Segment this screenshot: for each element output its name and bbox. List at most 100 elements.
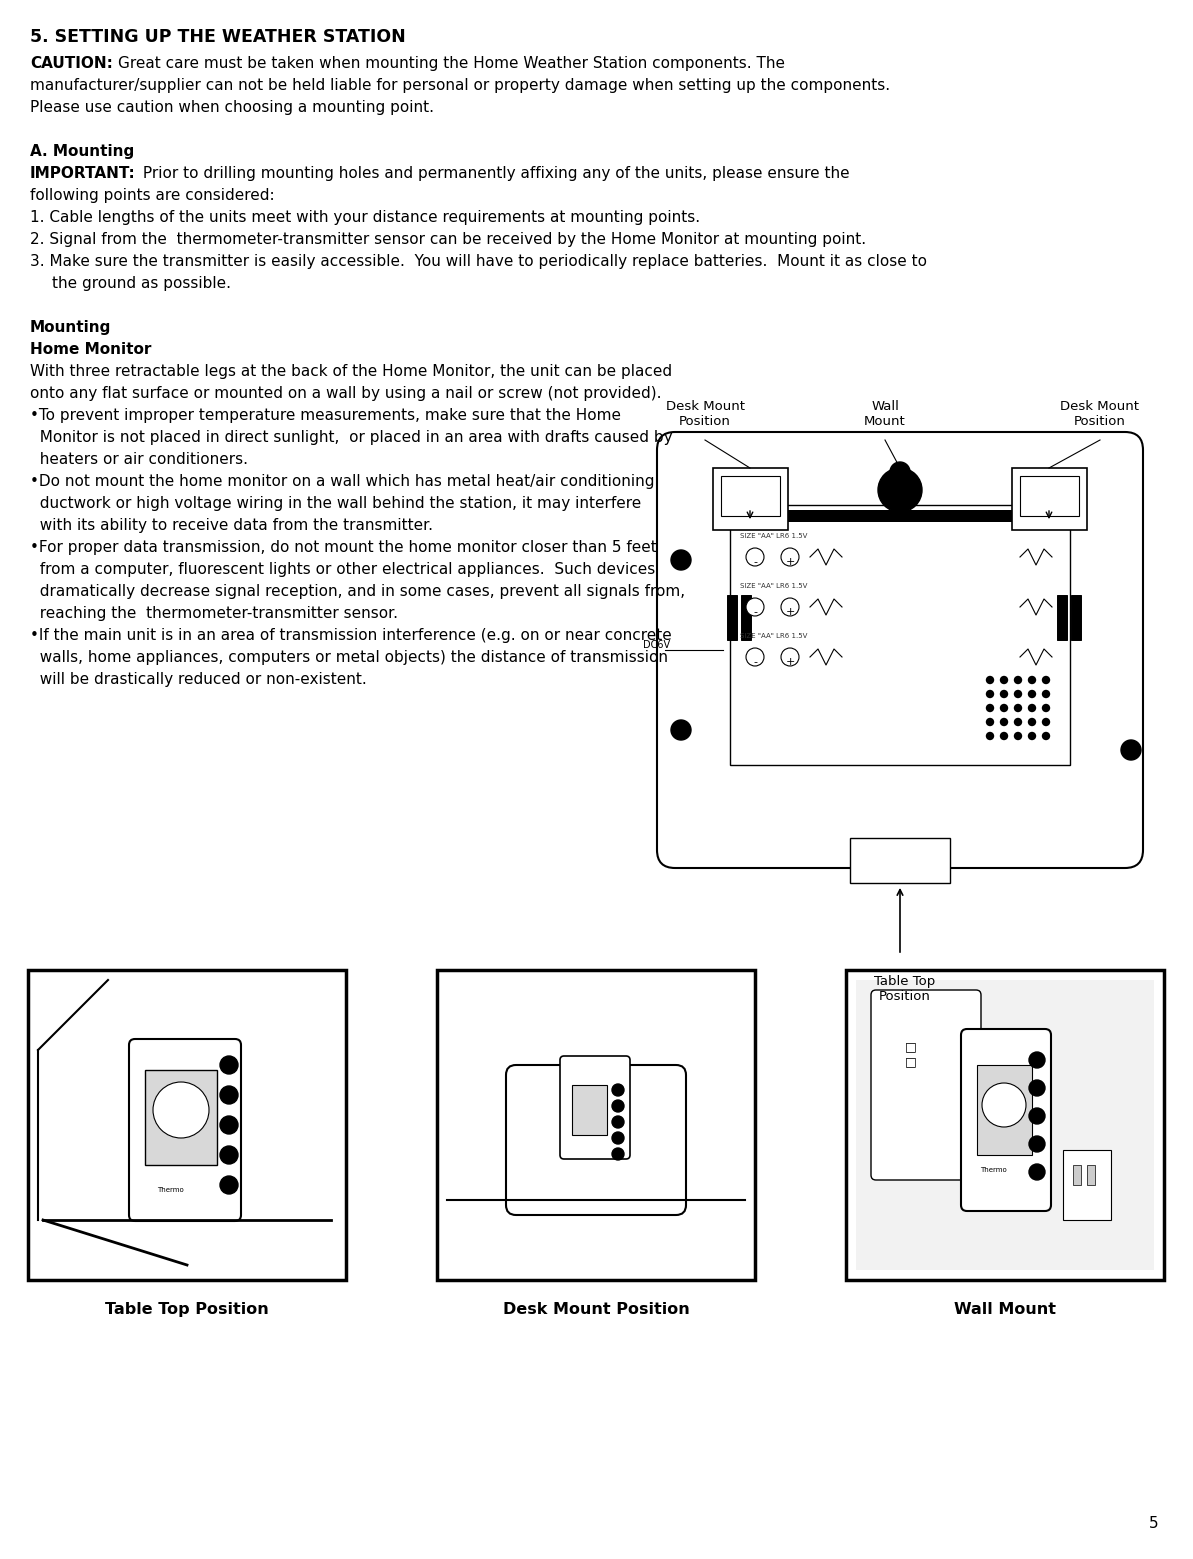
Circle shape [220, 1055, 237, 1074]
Bar [857, 981, 1154, 1271]
Circle shape [987, 691, 994, 697]
Text: With three retractable legs at the back of the Home Monitor, the unit can be pla: With three retractable legs at the back … [30, 363, 672, 379]
Bar [1073, 1165, 1081, 1185]
Text: will be drastically reduced or non-existent.: will be drastically reduced or non-exist… [30, 672, 366, 688]
Circle shape [1001, 705, 1008, 711]
Text: Desk Mount
Position: Desk Mount Position [1061, 401, 1139, 429]
Bar [1071, 596, 1081, 641]
Text: dramatically decrease signal reception, and in some cases, prevent all signals f: dramatically decrease signal reception, … [30, 585, 685, 599]
Circle shape [1043, 719, 1050, 725]
Text: +: + [785, 656, 795, 667]
FancyBboxPatch shape [657, 432, 1143, 868]
Circle shape [220, 1116, 237, 1133]
Circle shape [612, 1084, 624, 1096]
Text: CAUTION:: CAUTION: [30, 56, 113, 72]
Text: A. Mounting: A. Mounting [30, 143, 135, 159]
Circle shape [1043, 705, 1050, 711]
Circle shape [1001, 691, 1008, 697]
Circle shape [781, 649, 799, 666]
Text: ductwork or high voltage wiring in the wall behind the station, it may interfere: ductwork or high voltage wiring in the w… [30, 496, 642, 511]
Text: •For proper data transmission, do not mount the home monitor closer than 5 feet: •For proper data transmission, do not mo… [30, 539, 657, 555]
Circle shape [982, 1084, 1026, 1127]
Circle shape [1030, 1165, 1045, 1180]
Text: Mounting: Mounting [30, 320, 111, 335]
Circle shape [612, 1132, 624, 1144]
Text: reaching the  thermometer-transmitter sensor.: reaching the thermometer-transmitter sen… [30, 606, 398, 620]
FancyBboxPatch shape [962, 1029, 1051, 1211]
Circle shape [781, 549, 799, 566]
Circle shape [781, 599, 799, 616]
Text: Table Top Position: Table Top Position [105, 1302, 268, 1317]
Bar [846, 970, 1164, 1280]
Circle shape [1014, 677, 1021, 683]
Text: •To prevent improper temperature measurements, make sure that the Home: •To prevent improper temperature measure… [30, 408, 622, 422]
Bar [977, 1065, 1032, 1155]
Circle shape [1014, 719, 1021, 725]
Text: -: - [753, 557, 758, 567]
Circle shape [746, 649, 764, 666]
Circle shape [1028, 705, 1036, 711]
Circle shape [1030, 1108, 1045, 1124]
Text: Desk Mount
Position: Desk Mount Position [666, 401, 744, 429]
Text: +: + [785, 557, 795, 567]
Circle shape [746, 599, 764, 616]
FancyBboxPatch shape [129, 1038, 241, 1221]
Circle shape [670, 550, 691, 571]
Text: with its ability to receive data from the transmitter.: with its ability to receive data from th… [30, 518, 433, 533]
Text: 1. Cable lengths of the units meet with your distance requirements at mounting p: 1. Cable lengths of the units meet with … [30, 210, 700, 224]
Text: the ground as possible.: the ground as possible. [52, 276, 231, 292]
FancyBboxPatch shape [871, 990, 981, 1180]
Circle shape [1014, 691, 1021, 697]
Text: manufacturer/supplier can not be held liable for personal or property damage whe: manufacturer/supplier can not be held li… [30, 78, 890, 94]
Text: •Do not mount the home monitor on a wall which has metal heat/air conditioning: •Do not mount the home monitor on a wall… [30, 474, 655, 490]
Circle shape [612, 1147, 624, 1160]
Circle shape [1001, 733, 1008, 739]
Circle shape [987, 733, 994, 739]
Text: following points are considered:: following points are considered: [30, 189, 274, 203]
Circle shape [987, 705, 994, 711]
Circle shape [1028, 677, 1036, 683]
Circle shape [1043, 733, 1050, 739]
Circle shape [670, 720, 691, 741]
Circle shape [220, 1175, 237, 1194]
Text: IMPORTANT:: IMPORTANT: [30, 165, 136, 181]
Text: -: - [753, 606, 758, 617]
Bar [1020, 475, 1078, 516]
Circle shape [987, 719, 994, 725]
FancyBboxPatch shape [560, 1055, 630, 1158]
Circle shape [153, 1082, 209, 1138]
Circle shape [220, 1146, 237, 1165]
Bar [1087, 1165, 1095, 1185]
Bar [741, 596, 752, 641]
Text: Wall Mount: Wall Mount [954, 1302, 1056, 1317]
Text: Home Monitor: Home Monitor [30, 341, 152, 357]
Circle shape [612, 1101, 624, 1112]
Circle shape [1001, 719, 1008, 725]
Text: SIZE "AA" LR6 1.5V: SIZE "AA" LR6 1.5V [740, 633, 808, 639]
Circle shape [1043, 677, 1050, 683]
Bar [740, 510, 1061, 522]
Circle shape [1030, 1052, 1045, 1068]
Bar [571, 1085, 607, 1135]
Bar [713, 468, 789, 530]
Text: +: + [785, 606, 795, 617]
Bar [1012, 468, 1087, 530]
Bar [849, 839, 950, 882]
Circle shape [890, 461, 910, 482]
Text: SIZE "AA" LR6 1.5V: SIZE "AA" LR6 1.5V [740, 583, 808, 589]
Circle shape [612, 1116, 624, 1129]
Bar [1057, 596, 1067, 641]
Circle shape [1014, 705, 1021, 711]
Text: 3. Make sure the transmitter is easily accessible.  You will have to periodicall: 3. Make sure the transmitter is easily a… [30, 254, 927, 270]
Text: 2. Signal from the  thermometer-transmitter sensor can be received by the Home M: 2. Signal from the thermometer-transmitt… [30, 232, 866, 246]
Circle shape [746, 549, 764, 566]
Text: walls, home appliances, computers or metal objects) the distance of transmission: walls, home appliances, computers or met… [30, 650, 668, 666]
Text: Prior to drilling mounting holes and permanently affixing any of the units, plea: Prior to drilling mounting holes and per… [138, 165, 849, 181]
Text: SIZE "AA" LR6 1.5V: SIZE "AA" LR6 1.5V [740, 533, 808, 539]
Bar [1063, 1151, 1111, 1221]
Text: -: - [753, 656, 758, 667]
Bar [27, 970, 346, 1280]
Text: Thermo: Thermo [157, 1186, 184, 1193]
Circle shape [1001, 677, 1008, 683]
Text: Wall
Mount: Wall Mount [864, 401, 905, 429]
